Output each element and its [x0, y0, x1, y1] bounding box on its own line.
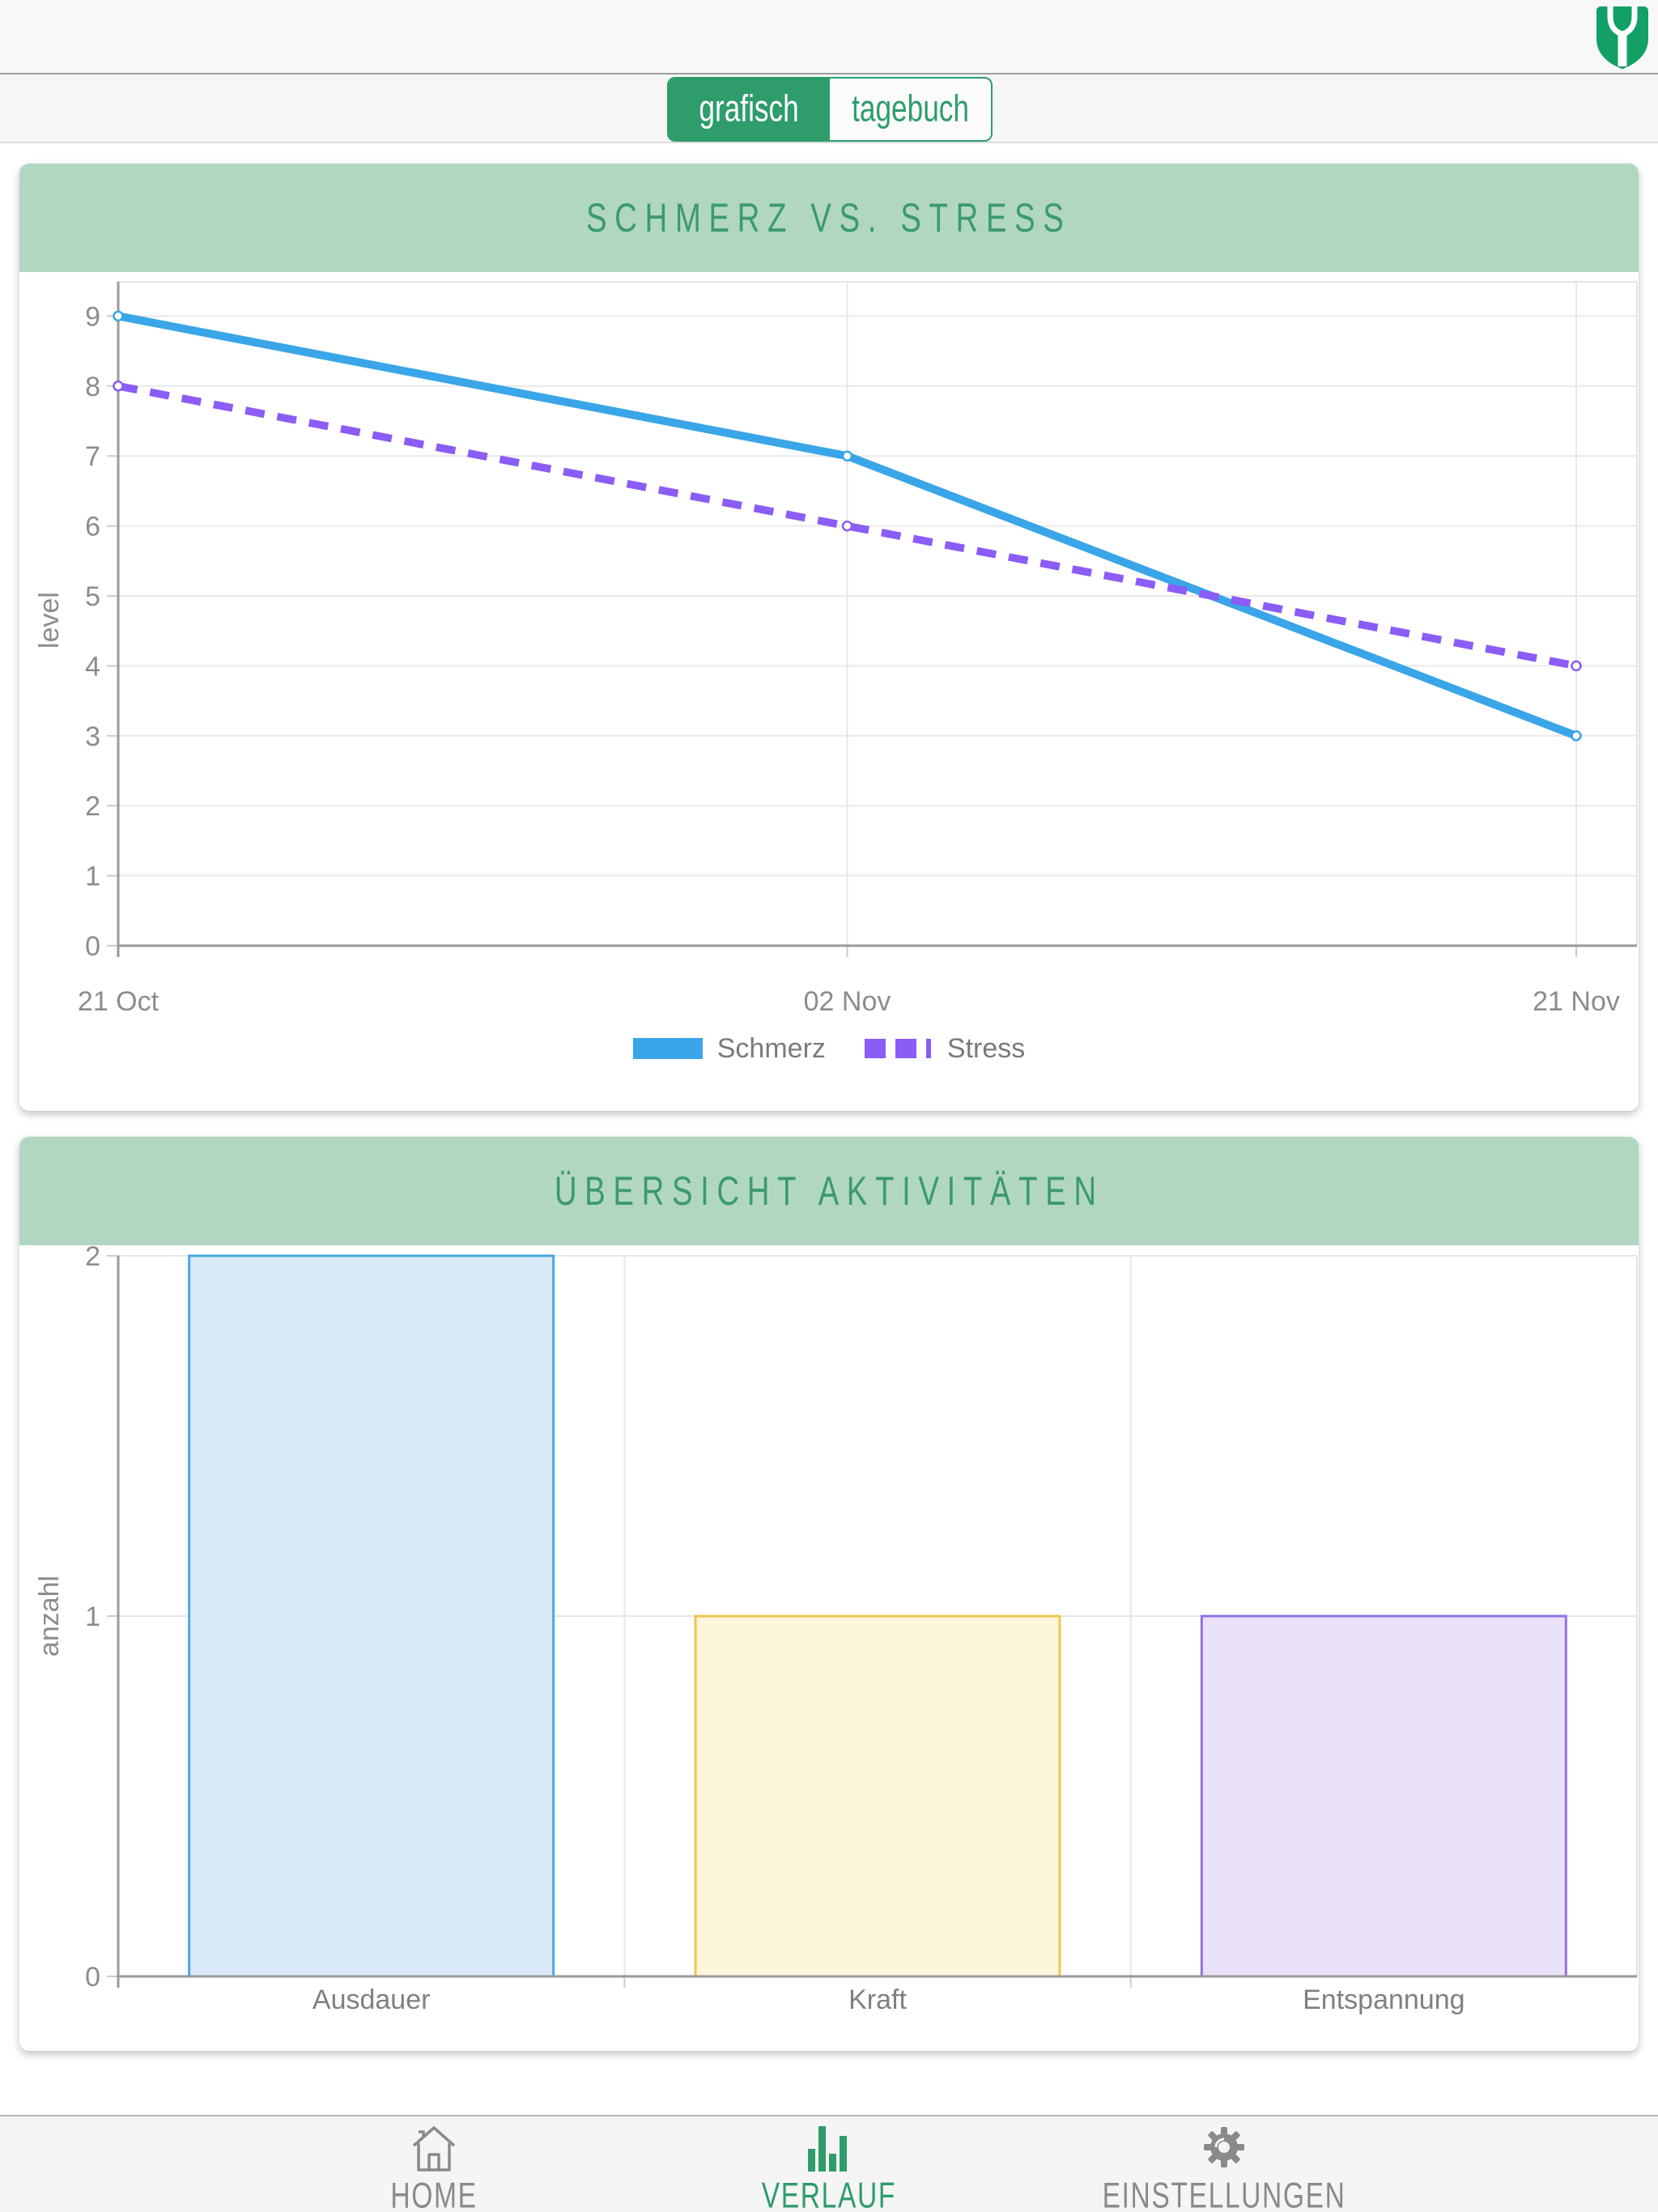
svg-text:02 Nov: 02 Nov [804, 986, 891, 1017]
svg-text:1: 1 [85, 1602, 100, 1632]
chart-legend: Schmerz Stress [19, 1032, 1639, 1064]
bar-chart-icon [808, 2126, 847, 2172]
svg-text:2: 2 [85, 791, 100, 822]
tab-tagebuch[interactable]: tagebuch [830, 79, 991, 140]
svg-text:Kraft: Kraft [848, 1984, 907, 2015]
activities-header: ÜBERSICHT AKTIVITÄTEN [19, 1137, 1639, 1245]
svg-text:0: 0 [85, 931, 100, 962]
top-bar [0, 0, 1658, 74]
pain-stress-line-chart: 0 1 2 3 4 5 6 7 8 9 21 Oct 02 Nov 21 Nov level [34, 281, 1638, 1017]
svg-text:level: level [34, 592, 65, 649]
legend-label-schmerz: Schmerz [716, 1032, 826, 1064]
pain-stress-header: SCHMERZ VS. STRESS [19, 164, 1639, 272]
pain-stress-title: SCHMERZ VS. STRESS [586, 195, 1072, 240]
view-toggle: grafisch tagebuch [667, 77, 993, 142]
nav-verlauf-label: VERLAUF [761, 2175, 897, 2212]
svg-text:4: 4 [85, 651, 100, 682]
legend-swatch-schmerz [632, 1038, 703, 1059]
svg-text:anzahl: anzahl [34, 1576, 65, 1657]
svg-text:9: 9 [85, 301, 100, 332]
nav-einstellungen[interactable]: EINSTELLUNGEN [1027, 2116, 1422, 2212]
nav-home-label: HOME [390, 2175, 478, 2212]
tab-tagebuch-label: tagebuch [852, 87, 969, 130]
tab-grafisch[interactable]: grafisch [669, 79, 830, 140]
svg-text:7: 7 [85, 441, 100, 472]
svg-text:Ausdauer: Ausdauer [312, 1984, 431, 2015]
svg-text:5: 5 [85, 581, 100, 612]
gear-icon [1204, 2127, 1244, 2167]
bottom-nav: HOME VERLAUF EINSTELLUNGEN [0, 2115, 1658, 2212]
nav-home[interactable]: HOME [236, 2116, 631, 2212]
activities-title: ÜBERSICHT AKTIVITÄTEN [554, 1168, 1104, 1214]
svg-text:Entspannung: Entspannung [1303, 1984, 1465, 2015]
app-logo-icon [1596, 6, 1648, 70]
activities-card: ÜBERSICHT AKTIVITÄTEN 0 1 2 Ausdauer Kraft En… [19, 1137, 1639, 2051]
nav-einstellungen-label: EINSTELLUNGEN [1102, 2175, 1346, 2212]
legend-swatch-stress [864, 1039, 931, 1058]
svg-text:0: 0 [85, 1962, 100, 1993]
house-icon [412, 2126, 456, 2172]
activities-bar-chart: 0 1 2 Ausdauer Kraft Entspannung anzahl [34, 1245, 1638, 2015]
svg-text:21 Oct: 21 Oct [78, 986, 159, 1017]
svg-text:6: 6 [85, 512, 100, 542]
legend-label-stress: Stress [946, 1032, 1026, 1064]
svg-text:21 Nov: 21 Nov [1533, 986, 1620, 1017]
tab-grafisch-label: grafisch [699, 87, 800, 130]
svg-text:8: 8 [85, 372, 100, 402]
nav-verlauf[interactable]: VERLAUF [631, 2116, 1027, 2212]
svg-text:3: 3 [85, 721, 100, 752]
svg-text:1: 1 [85, 861, 100, 892]
view-tab-bar: grafisch tagebuch [0, 74, 1658, 143]
pain-stress-card: SCHMERZ VS. STRESS 0 1 2 3 4 5 6 7 8 9 21 Oct 02 No… [19, 164, 1639, 1111]
svg-text:2: 2 [85, 1245, 100, 1272]
